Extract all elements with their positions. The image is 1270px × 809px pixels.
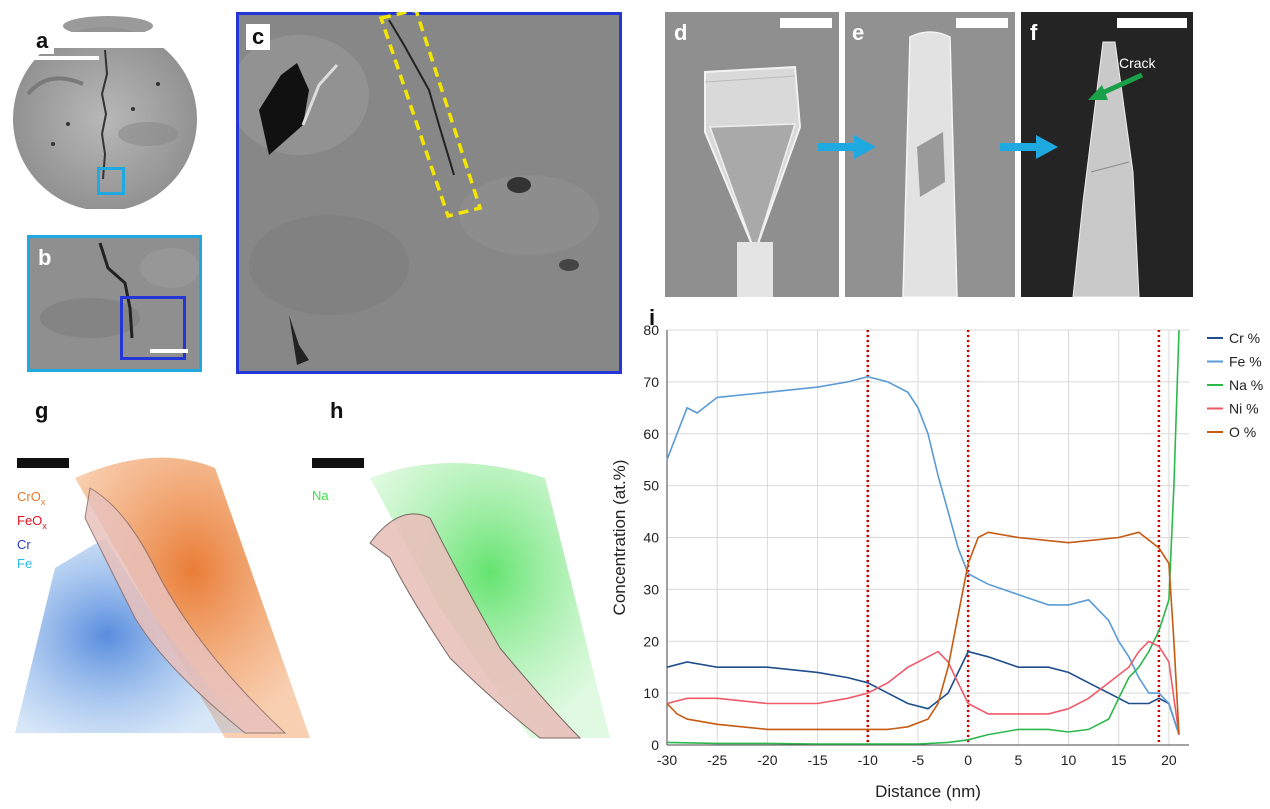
y-tick-label: 40: [643, 530, 659, 546]
x-tick-label: 0: [964, 752, 972, 768]
panel-label-f: f: [1030, 20, 1038, 45]
scale-bar-e: [956, 18, 1008, 28]
x-axis-label: Distance (nm): [875, 782, 981, 801]
x-tick-label: 10: [1061, 752, 1077, 768]
scale-bar-f: [1117, 18, 1187, 28]
apt-reconstruction-h: [369, 463, 610, 739]
y-axis-label: Concentration (at.%): [610, 460, 629, 616]
x-tick-label: 5: [1014, 752, 1022, 768]
series-line-4: [666, 531, 1180, 735]
scale-bar-a: [35, 56, 99, 60]
sem-image-c: [236, 12, 622, 374]
x-tick-label: -15: [807, 752, 827, 768]
series-line-0: [666, 650, 1180, 735]
legend-h-item-0: Na: [312, 488, 329, 503]
apt-reconstruction-g: [15, 457, 310, 738]
series-line-2: [666, 329, 1180, 745]
panel-label-g: g: [35, 398, 49, 423]
scale-bar-c: [480, 376, 603, 386]
x-tick-label: -25: [707, 752, 727, 768]
crack-arrow: [1088, 72, 1144, 100]
sem-image-e: [845, 12, 1015, 297]
yellow-dashed-region: [378, 12, 483, 219]
panel-label-e: e: [852, 20, 865, 45]
sem-image-a: [8, 14, 203, 209]
sem-image-f: [1021, 12, 1193, 297]
legend-g-item-0: CrOx: [17, 489, 46, 507]
concentration-chart: -30 -25 -20 -15 -10 -5 0 5 10 15 20 0 10 20 30 40 50 60 70…: [610, 322, 1263, 801]
y-tick-label: 30: [643, 581, 659, 597]
scale-bar-h: [312, 458, 364, 468]
scale-bar-d: [780, 18, 832, 28]
y-tick-label: 20: [643, 633, 659, 649]
panel-label-i: i: [649, 305, 656, 330]
series-line-1: [666, 375, 1180, 735]
legend-g-item-2: Cr: [17, 536, 31, 552]
x-tick-label: 20: [1161, 752, 1177, 768]
legend-label-3: Ni %: [1229, 401, 1259, 417]
panel-label-a: a: [30, 28, 55, 54]
arrow-d-to-e: [818, 135, 876, 159]
y-tick-label: 80: [643, 322, 659, 338]
x-tick-label: -5: [912, 752, 925, 768]
y-tick-label: 50: [643, 478, 659, 494]
scale-bar-g: [17, 458, 69, 468]
y-tick-label: 10: [643, 685, 659, 701]
blue-inset-box: [120, 296, 186, 360]
y-tick-label: 0: [651, 737, 659, 753]
panel-label-c: c: [246, 24, 271, 50]
series-line-3: [666, 640, 1180, 735]
y-tick-label: 70: [643, 374, 659, 390]
x-tick-label: 15: [1111, 752, 1127, 768]
legend-g-item-1: FeOx: [17, 512, 47, 531]
arrow-e-to-f: [1000, 135, 1058, 159]
crack-annotation: Crack: [1119, 55, 1156, 71]
legend-label-4: O %: [1229, 424, 1256, 440]
cyan-inset-box: [97, 167, 125, 195]
legend-label-1: Fe %: [1229, 354, 1262, 370]
x-tick-label: -20: [757, 752, 777, 768]
scale-bar-b: [150, 349, 188, 353]
legend-g: CrOx FeOx Cr Fe: [17, 487, 47, 573]
legend-g-item-3: Fe: [17, 555, 33, 571]
y-tick-label: 60: [643, 426, 659, 442]
legend-h: Na: [312, 487, 329, 505]
x-tick-label: -30: [657, 752, 677, 768]
legend-label-2: Na %: [1229, 377, 1263, 393]
panel-label-d: d: [674, 20, 688, 45]
sem-image-d: [665, 12, 839, 297]
legend-label-0: Cr %: [1229, 330, 1260, 346]
panel-label-b: b: [38, 245, 52, 270]
x-tick-label: -10: [858, 752, 878, 768]
panel-label-h: h: [330, 398, 344, 423]
